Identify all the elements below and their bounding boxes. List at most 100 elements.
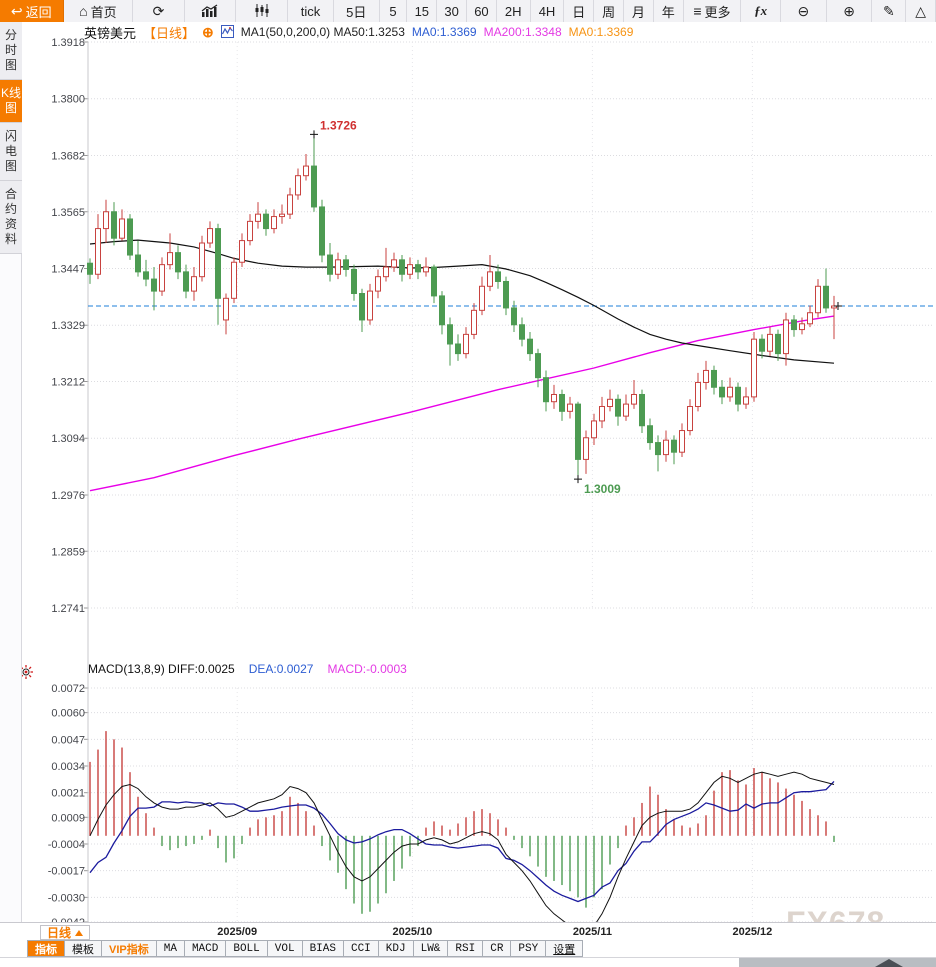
indicator-tab-cr[interactable]: CR xyxy=(483,940,512,957)
sidebar-item-timeshare-chart[interactable]: 分时图 xyxy=(0,22,22,80)
toolbar-15-min-label: 15 xyxy=(414,3,430,19)
toolbar-tick-button[interactable]: tick xyxy=(288,0,334,22)
toolbar-60-min-button[interactable]: 60 xyxy=(467,0,497,22)
toolbar-shapes-icon[interactable]: △ xyxy=(906,0,936,22)
price-annotations: 1.3726 1.3009 xyxy=(310,118,842,496)
refresh-icon: ⟳ xyxy=(152,3,165,19)
gridlines xyxy=(84,41,934,922)
toolbar-area-chart-icon[interactable] xyxy=(184,0,237,22)
svg-text:-0.0030: -0.0030 xyxy=(48,892,85,904)
toolbar-refresh-icon[interactable]: ⟳ xyxy=(133,0,185,22)
price-macd-chart: 1.3918 1.3800 1.3682 1.3565 1.3447 1.3329 1.32… xyxy=(48,37,934,922)
toolbar-more-label: 更多 xyxy=(704,4,731,20)
svg-text:1.3682: 1.3682 xyxy=(51,150,85,162)
svg-text:1.3212: 1.3212 xyxy=(51,377,85,389)
svg-text:1.2976: 1.2976 xyxy=(51,490,85,502)
indicator-tab-boll[interactable]: BOLL xyxy=(226,940,268,957)
indicator-tab-lw[interactable]: LW& xyxy=(413,940,449,957)
toolbar-formula-button[interactable]: ƒx xyxy=(741,0,782,22)
toolbar-year-button[interactable]: 年 xyxy=(653,0,684,22)
svg-text:1.3918: 1.3918 xyxy=(51,37,85,49)
candle-chart-icon xyxy=(254,3,270,19)
indicator-tab-rsi[interactable]: RSI xyxy=(448,940,484,957)
toolbar-day-label: 日 xyxy=(572,4,586,20)
toolbar-4-hour-label: 4H xyxy=(538,3,556,19)
toolbar-week-button[interactable]: 周 xyxy=(594,0,625,22)
toolbar-zoom-out-icon[interactable]: ⊖ xyxy=(781,0,827,22)
svg-text:0.0009: 0.0009 xyxy=(51,812,85,824)
horizontal-scrollbar[interactable] xyxy=(739,958,936,967)
toolbar-formula-label: ƒx xyxy=(754,3,768,18)
indicator-tab-templates[interactable]: 模板 xyxy=(65,940,102,957)
toolbar-back-button[interactable]: ↩ 返回 xyxy=(0,0,64,22)
triangle-icon: △ xyxy=(915,3,926,19)
sidebar-item-contract-info[interactable]: 合约资料 xyxy=(0,181,22,254)
home-icon: ⌂ xyxy=(79,3,88,19)
indicator-tab-kdj[interactable]: KDJ xyxy=(378,940,414,957)
toolbar-2-hour-label: 2H xyxy=(504,3,522,19)
period-selector-label: 日线 xyxy=(47,926,72,940)
indicator-tab-settings[interactable]: 设置 xyxy=(546,940,584,957)
ma200-value: MA200:1.3348 xyxy=(483,25,562,39)
toolbar-draw-icon[interactable]: ✎ xyxy=(872,0,907,22)
toolbar-5-min-label: 5 xyxy=(389,3,397,19)
toolbar-4-hour-button[interactable]: 4H xyxy=(530,0,565,22)
indicator-tabs-row: 指标 模板 VIP指标 MA MACD BOLL VOL BIAS CCI KDJ LW& RSI CR… xyxy=(0,940,936,957)
toolbar-home-label: 首页 xyxy=(90,4,117,20)
svg-text:1.3800: 1.3800 xyxy=(51,94,85,106)
sidebar-item-kline-chart[interactable]: K线图 xyxy=(0,80,22,123)
indicator-tab-cci[interactable]: CCI xyxy=(343,940,379,957)
price-legend: 英镑美元 【日线】 ⊕ MA1(50,0,200,0) MA50:1.3253 … xyxy=(84,23,634,41)
indicator-tab-psy[interactable]: PSY xyxy=(511,940,547,957)
sidebar-item-flash-chart[interactable]: 闪电图 xyxy=(0,123,22,181)
macd-dea-value: DEA:0.0027 xyxy=(248,662,314,676)
indicator-tab-ma[interactable]: MA xyxy=(156,940,185,957)
toolbar-30-min-label: 30 xyxy=(444,3,459,19)
svg-text:-0.0017: -0.0017 xyxy=(48,866,85,878)
expand-up-icon[interactable] xyxy=(875,959,903,967)
svg-text:1.3009: 1.3009 xyxy=(584,482,621,496)
toolbar-candle-chart-icon[interactable] xyxy=(236,0,289,22)
symbol-name: 英镑美元 xyxy=(84,25,137,41)
indicator-tab-indicators[interactable]: 指标 xyxy=(27,940,65,957)
candlestick-series xyxy=(87,134,837,480)
bottom-scroll-strip xyxy=(0,957,936,967)
toolbar-5-min-button[interactable]: 5 xyxy=(379,0,408,22)
pencil-icon: ✎ xyxy=(882,3,895,19)
toolbar-zoom-in-icon[interactable]: ⊕ xyxy=(826,0,873,22)
month-tick-label: 2025/10 xyxy=(392,926,433,938)
svg-text:0.0034: 0.0034 xyxy=(51,761,85,773)
time-axis-row: 日线 2025/09 2025/10 2025/11 2025/12 xyxy=(0,922,936,940)
toolbar-day-button[interactable]: 日 xyxy=(564,0,595,22)
indicator-tab-vip-indicators[interactable]: VIP指标 xyxy=(102,940,157,957)
svg-text:0.0072: 0.0072 xyxy=(51,683,85,695)
indicator-tab-bias[interactable]: BIAS xyxy=(302,940,344,957)
toolbar-month-label: 月 xyxy=(631,4,645,20)
toolbar-back-label: 返回 xyxy=(25,4,52,20)
toolbar-month-button[interactable]: 月 xyxy=(624,0,654,22)
toolbar-5-day-button[interactable]: 5日 xyxy=(333,0,380,22)
macd-series xyxy=(89,731,835,922)
svg-text:1.2859: 1.2859 xyxy=(51,546,85,558)
toolbar-home-button[interactable]: ⌂ 首页 xyxy=(63,0,134,22)
indicator-tab-vol[interactable]: VOL xyxy=(267,940,303,957)
ma0-orange-value: MA0:1.3369 xyxy=(568,25,634,39)
svg-text:-0.0004: -0.0004 xyxy=(48,839,85,851)
axis-labels: 1.3918 1.3800 1.3682 1.3565 1.3447 1.3329 1.32… xyxy=(48,37,85,922)
ma-legend-icon xyxy=(220,25,234,39)
period-selector[interactable]: 日线 xyxy=(40,925,91,940)
toolbar-more-button[interactable]: ≡ 更多 xyxy=(683,0,742,22)
svg-text:1.3094: 1.3094 xyxy=(51,433,85,445)
toolbar-30-min-button[interactable]: 30 xyxy=(437,0,468,22)
toolbar-15-min-button[interactable]: 15 xyxy=(407,0,438,22)
svg-text:0.0047: 0.0047 xyxy=(51,734,85,746)
svg-text:1.3447: 1.3447 xyxy=(51,263,85,275)
indicator-tab-macd[interactable]: MACD xyxy=(184,940,227,957)
add-indicator-icon[interactable]: ⊕ xyxy=(202,23,214,40)
zoom-out-icon: ⊖ xyxy=(797,3,810,19)
toolbar-2-hour-button[interactable]: 2H xyxy=(496,0,531,22)
ma-settings-label: MA1(50,0,200,0) MA50:1.3253 xyxy=(240,25,405,39)
svg-text:1.2741: 1.2741 xyxy=(51,603,85,615)
month-tick-label: 2025/09 xyxy=(217,926,258,938)
